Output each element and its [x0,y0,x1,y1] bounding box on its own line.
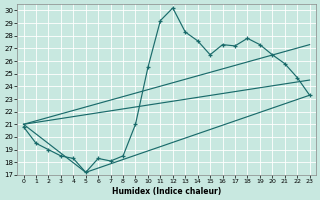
X-axis label: Humidex (Indice chaleur): Humidex (Indice chaleur) [112,187,221,196]
